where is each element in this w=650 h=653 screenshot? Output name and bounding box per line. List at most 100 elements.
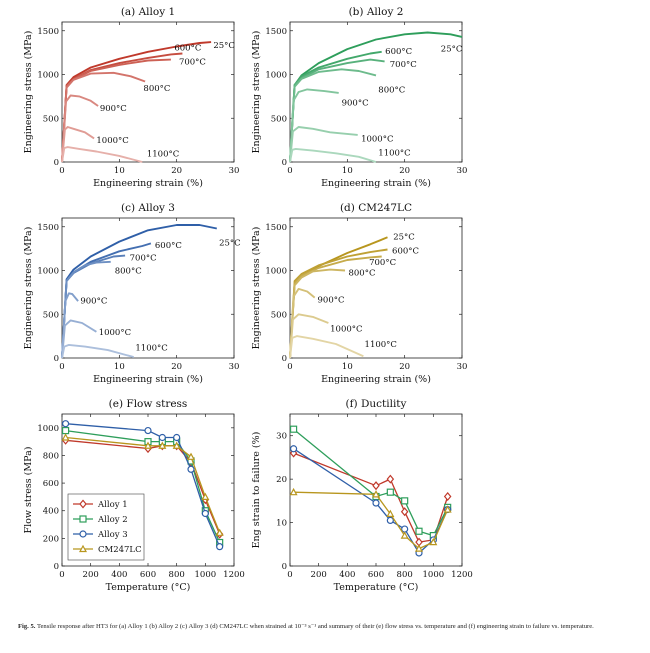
data-point bbox=[371, 490, 381, 498]
y-tick-label: 20 bbox=[276, 475, 287, 485]
plot-frame bbox=[61, 217, 235, 359]
data-point bbox=[386, 516, 394, 525]
data-point bbox=[201, 492, 210, 501]
x-tick-label: 10 bbox=[342, 362, 353, 372]
y-tick-label: 500 bbox=[271, 310, 287, 320]
series-line bbox=[61, 343, 134, 359]
y-tick-label: 0 bbox=[54, 354, 59, 364]
curve-label: 1100°C bbox=[147, 149, 179, 159]
legend-marker bbox=[79, 499, 87, 509]
data-point bbox=[372, 499, 380, 507]
chart-title: (e) Flow stress bbox=[109, 398, 188, 410]
y-tick-label: 0 bbox=[282, 562, 287, 572]
x-tick-label: 1200 bbox=[451, 570, 473, 580]
curve-label: 700°C bbox=[179, 57, 206, 67]
x-tick-label: 10 bbox=[114, 166, 125, 176]
y-axis-label: Engineering stress (MPa) bbox=[23, 31, 34, 154]
curve-label: 1100°C bbox=[365, 340, 397, 350]
x-tick-label: 30 bbox=[457, 166, 468, 176]
y-tick-label: 500 bbox=[43, 310, 59, 320]
curve-label: 600°C bbox=[174, 43, 201, 53]
y-tick-label: 500 bbox=[43, 114, 59, 124]
data-point bbox=[172, 441, 181, 449]
y-axis-label: Eng strain to failure (%) bbox=[251, 432, 262, 549]
data-point bbox=[201, 509, 209, 518]
data-point bbox=[186, 452, 196, 460]
data-point bbox=[401, 497, 409, 505]
y-tick-label: 1500 bbox=[265, 27, 287, 37]
data-point bbox=[372, 481, 380, 491]
x-tick-label: 0 bbox=[287, 362, 292, 372]
legend-label: Alloy 3 bbox=[97, 530, 128, 540]
series-line bbox=[289, 147, 377, 163]
curve-label: 600°C bbox=[385, 47, 412, 57]
y-tick-label: 0 bbox=[282, 354, 287, 364]
y-axis-label: Engineering stress (MPa) bbox=[251, 31, 262, 154]
chart-title: (b) Alloy 2 bbox=[349, 6, 404, 18]
data-point bbox=[443, 491, 452, 502]
series-line bbox=[61, 146, 143, 163]
data-point bbox=[386, 474, 395, 484]
x-tick-label: 30 bbox=[457, 362, 468, 372]
y-axis-label: Engineering stress (MPa) bbox=[251, 227, 262, 350]
x-tick-label: 30 bbox=[229, 362, 240, 372]
x-tick-label: 200 bbox=[83, 570, 99, 580]
x-tick-label: 400 bbox=[111, 570, 127, 580]
series-line bbox=[61, 58, 171, 163]
data-point bbox=[289, 425, 298, 433]
x-tick-label: 0 bbox=[287, 166, 292, 176]
data-point bbox=[61, 433, 70, 441]
curve-label: 900°C bbox=[318, 295, 345, 305]
chart-panel-e: (e) Flow stress 0 200 400 600 800 1000 1200 0 200… bbox=[23, 398, 245, 593]
series-line bbox=[289, 58, 385, 163]
y-tick-label: 200 bbox=[43, 534, 59, 544]
legend-label: CM247LC bbox=[98, 545, 142, 555]
x-tick-label: 30 bbox=[229, 166, 240, 176]
y-tick-label: 1000 bbox=[37, 71, 59, 81]
chart-panel-f: (f) Ductility 0 200 400 600 800 1000 1200 0 10 20 3… bbox=[251, 398, 473, 593]
data-point bbox=[429, 537, 438, 546]
y-axis-label: Engineering stress (MPa) bbox=[23, 227, 34, 350]
series-line bbox=[289, 248, 388, 359]
data-point bbox=[289, 487, 298, 496]
curve-label: 800°C bbox=[348, 269, 375, 279]
chart-title: (c) Alloy 3 bbox=[121, 202, 175, 214]
data-point bbox=[61, 420, 70, 428]
data-point bbox=[144, 426, 152, 435]
x-axis-label: Temperature (°C) bbox=[334, 582, 419, 593]
series-line bbox=[289, 313, 329, 359]
y-tick-label: 30 bbox=[276, 432, 287, 442]
legend-label: Alloy 2 bbox=[97, 515, 128, 525]
chart-panel-c: (c) Alloy 30 10 20 30050010001500Engineerin… bbox=[23, 202, 241, 385]
curve-label: 900°C bbox=[100, 104, 127, 114]
y-tick-label: 1000 bbox=[265, 71, 287, 81]
legend-label: Alloy 1 bbox=[97, 500, 128, 510]
curve-label: 700°C bbox=[390, 60, 417, 70]
x-tick-label: 0 bbox=[59, 166, 64, 176]
chart-panel-b: (b) Alloy 20 10 20 30050010001500Engineerin… bbox=[251, 6, 467, 189]
data-point bbox=[158, 433, 166, 442]
y-axis-label: Flow stress (MPa) bbox=[23, 447, 34, 534]
data-point bbox=[289, 448, 298, 458]
data-point bbox=[400, 531, 409, 539]
x-tick-label: 20 bbox=[399, 166, 410, 176]
curve-label: 25°C bbox=[441, 44, 463, 54]
data-point bbox=[143, 441, 153, 449]
y-tick-label: 1000 bbox=[37, 267, 59, 277]
series-line bbox=[289, 68, 377, 163]
x-tick-label: 0 bbox=[59, 362, 64, 372]
x-axis-label: Engineering strain (%) bbox=[321, 178, 431, 189]
x-tick-label: 10 bbox=[342, 166, 353, 176]
chart-title: (f) Ductility bbox=[346, 398, 407, 410]
data-point bbox=[215, 528, 224, 536]
series-line bbox=[61, 224, 217, 359]
y-tick-label: 1000 bbox=[37, 424, 59, 434]
curve-label: 800°C bbox=[115, 267, 142, 277]
series-line bbox=[289, 126, 358, 163]
series-line bbox=[61, 292, 79, 359]
curve-label: 25°C bbox=[219, 239, 241, 249]
curve-label: 900°C bbox=[80, 296, 107, 306]
series-line bbox=[61, 94, 99, 163]
y-tick-label: 0 bbox=[54, 562, 59, 572]
